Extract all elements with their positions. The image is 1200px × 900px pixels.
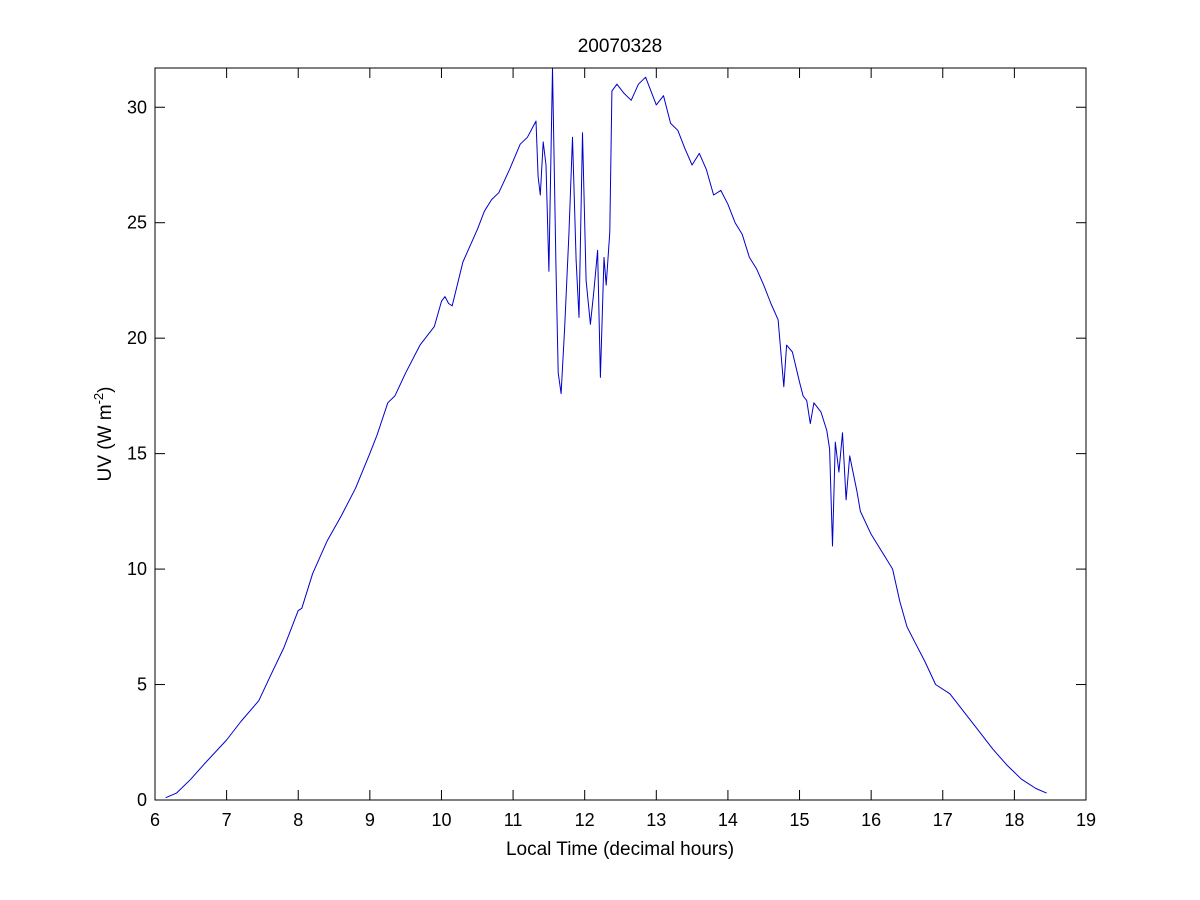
y-tick-label: 30 bbox=[127, 97, 147, 117]
y-tick-label: 15 bbox=[127, 444, 147, 464]
y-axis-title-close: ) bbox=[95, 387, 116, 393]
x-tick-label: 12 bbox=[575, 810, 595, 830]
y-axis-title-text: UV (W m bbox=[95, 404, 116, 481]
uv-series-line bbox=[165, 67, 1047, 799]
x-tick-label: 8 bbox=[293, 810, 303, 830]
x-tick-label: 6 bbox=[150, 810, 160, 830]
tick-labels: 6 7 8 9 10 11 12 13 14 15 16 17 18 19 0 5 10 15 20 25 30 bbox=[127, 97, 1096, 830]
x-tick-label: 15 bbox=[790, 810, 810, 830]
y-tick-label: 5 bbox=[137, 675, 147, 695]
x-tick-label: 18 bbox=[1004, 810, 1024, 830]
x-tick-label: 7 bbox=[222, 810, 232, 830]
axis-ticks bbox=[154, 68, 1087, 801]
y-axis-title: UV (W m-2) bbox=[91, 387, 116, 482]
x-axis-title: Local Time (decimal hours) bbox=[506, 839, 734, 860]
y-axis-title-superscript: -2 bbox=[91, 393, 106, 405]
y-tick-label: 25 bbox=[127, 213, 147, 233]
x-tick-label: 10 bbox=[431, 810, 451, 830]
x-tick-label: 19 bbox=[1076, 810, 1096, 830]
y-tick-label: 10 bbox=[127, 559, 147, 579]
x-tick-label: 11 bbox=[504, 810, 523, 830]
x-tick-label: 17 bbox=[933, 810, 953, 830]
series-layer bbox=[165, 67, 1047, 799]
y-tick-label: 20 bbox=[127, 328, 147, 348]
x-tick-label: 16 bbox=[861, 810, 881, 830]
y-tick-label: 0 bbox=[137, 790, 147, 810]
x-tick-label: 9 bbox=[365, 810, 375, 830]
x-tick-label: 14 bbox=[718, 810, 738, 830]
plot-area-frame bbox=[154, 67, 1087, 801]
x-tick-label: 13 bbox=[646, 810, 666, 830]
chart-title: 20070328 bbox=[578, 36, 663, 57]
